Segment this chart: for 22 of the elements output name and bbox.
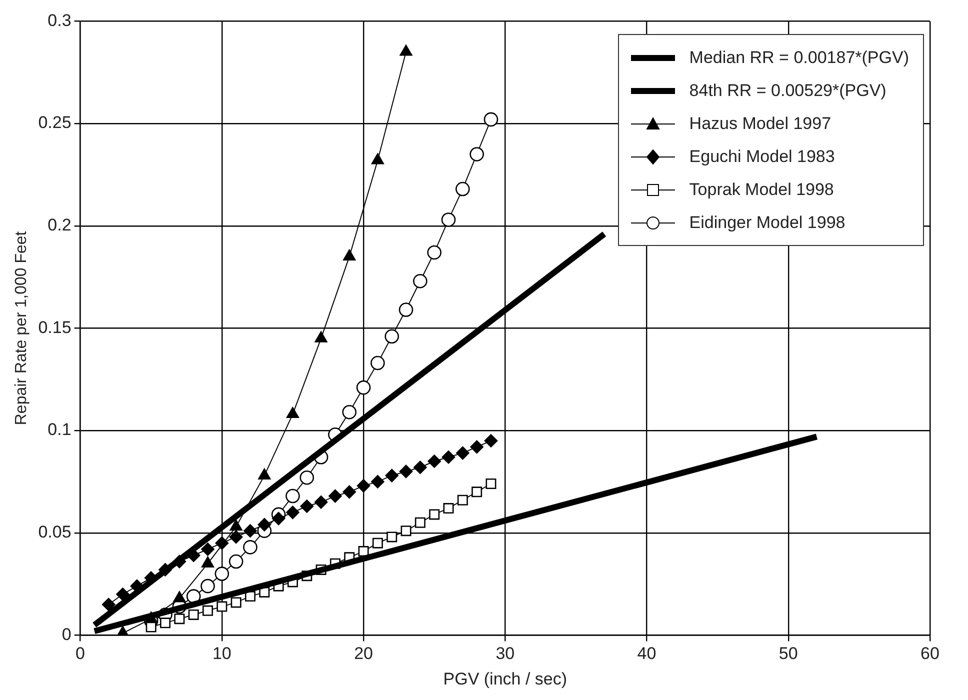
x-tick-label: 20: [354, 644, 373, 664]
x-tick-label: 10: [212, 644, 232, 664]
legend-label: Eguchi Model 1983: [689, 146, 835, 166]
legend-label: Toprak Model 1998: [689, 180, 834, 200]
y-tick-label: 0.2: [48, 216, 72, 235]
y-tick-label: 0.25: [38, 113, 72, 132]
y-tick-label: 0.15: [38, 318, 72, 337]
y-tick-label: 0: [62, 624, 72, 644]
x-tick-label: 50: [778, 644, 798, 664]
legend-label: Median RR = 0.00187*(PGV): [689, 48, 909, 68]
y-tick-label: 0.1: [48, 420, 72, 440]
x-tick-label: 0: [76, 644, 86, 664]
x-tick-label: 40: [637, 644, 656, 664]
legend-label: Hazus Model 1997: [689, 114, 832, 134]
legend-label: Eidinger Model 1998: [689, 212, 846, 232]
x-tick-label: 60: [920, 644, 940, 664]
y-tick-label: 0.3: [48, 10, 72, 30]
x-axis-title: PGV (inch / sec): [443, 669, 568, 688]
y-tick-label: 0.05: [38, 522, 72, 542]
x-tick-label: 30: [496, 644, 515, 664]
legend-label: 84th RR = 0.00529*(PGV): [689, 80, 886, 100]
y-axis-title: Repair Rate per 1,000 Feet: [13, 230, 30, 426]
